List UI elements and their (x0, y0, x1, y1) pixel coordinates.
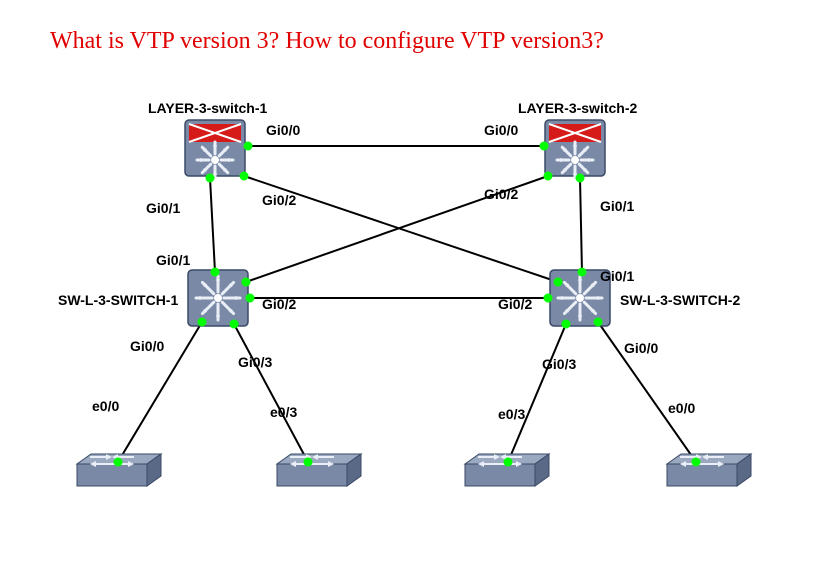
port-status-dot (211, 268, 220, 277)
port-status-dot (594, 318, 603, 327)
port-label: e0/0 (92, 398, 119, 414)
port-label: Gi0/0 (484, 122, 518, 138)
l2-switch-icon (667, 454, 751, 486)
port-status-dot (504, 458, 513, 467)
port-status-dot (576, 174, 585, 183)
port-label: Gi0/2 (262, 296, 296, 312)
port-label: e0/3 (498, 406, 525, 422)
topology-link (234, 324, 308, 462)
topology-link (508, 324, 566, 462)
port-status-dot (114, 458, 123, 467)
port-status-dot (242, 278, 251, 287)
l2-switch-icon (277, 454, 361, 486)
port-status-dot (198, 318, 207, 327)
topology-link (580, 178, 582, 272)
l3-switch-icon (545, 120, 605, 178)
port-status-dot (304, 458, 313, 467)
port-label: Gi0/2 (484, 186, 518, 202)
port-label: Gi0/1 (156, 252, 190, 268)
port-status-dot (544, 172, 553, 181)
port-label: Gi0/0 (266, 122, 300, 138)
port-status-dot (554, 278, 563, 287)
topology-link (210, 178, 215, 272)
port-label: Gi0/3 (542, 356, 576, 372)
port-label: Gi0/0 (624, 340, 658, 356)
l3-switch-plain-icon (188, 270, 248, 326)
port-status-dot (562, 320, 571, 329)
port-label: Gi0/1 (600, 198, 634, 214)
diagram-canvas: LAYER-3-switch-1 LAYER-3-switch-2 SW-L-3-S… (0, 0, 836, 587)
port-label: Gi0/3 (238, 354, 272, 370)
device-label: SW-L-3-SWITCH-2 (620, 292, 740, 308)
port-status-dot (240, 172, 249, 181)
port-label: e0/3 (270, 404, 297, 420)
port-label: Gi0/2 (498, 296, 532, 312)
device-label: SW-L-3-SWITCH-1 (58, 292, 178, 308)
port-status-dot (230, 320, 239, 329)
port-label: e0/0 (668, 400, 695, 416)
port-label: Gi0/0 (130, 338, 164, 354)
port-status-dot (692, 458, 701, 467)
device-label: LAYER-3-switch-2 (518, 100, 637, 116)
port-status-dot (544, 294, 553, 303)
port-label: Gi0/1 (600, 268, 634, 284)
port-status-dot (246, 294, 255, 303)
device-label: LAYER-3-switch-1 (148, 100, 267, 116)
port-status-dot (244, 142, 253, 151)
port-status-dot (206, 174, 215, 183)
port-status-dot (578, 268, 587, 277)
port-label: Gi0/2 (262, 192, 296, 208)
port-status-dot (540, 142, 549, 151)
port-label: Gi0/1 (146, 200, 180, 216)
l3-switch-icon (185, 120, 245, 178)
